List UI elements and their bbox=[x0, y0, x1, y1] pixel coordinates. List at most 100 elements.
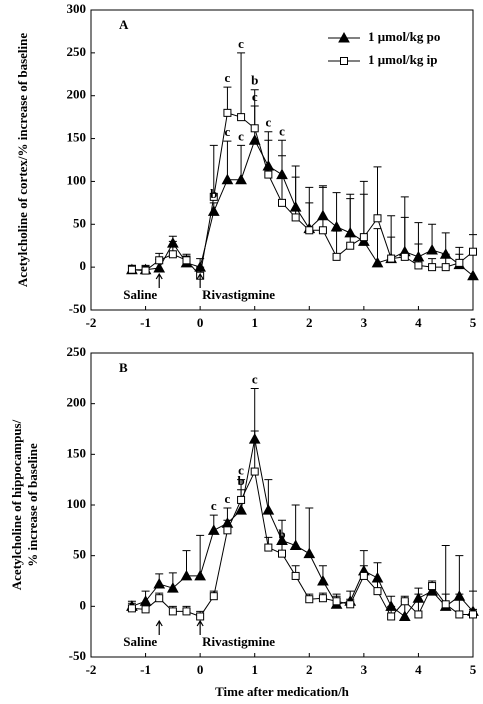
arrow bbox=[196, 619, 204, 635]
y-tick-label: 100 bbox=[67, 496, 87, 511]
x-tick-label: -2 bbox=[86, 315, 97, 330]
x-tick-label: -1 bbox=[140, 315, 151, 330]
data-point bbox=[441, 263, 450, 272]
data-point bbox=[387, 254, 396, 263]
data-point bbox=[414, 261, 423, 270]
data-point bbox=[262, 504, 275, 515]
x-tick-label: 4 bbox=[415, 662, 422, 677]
data-point bbox=[278, 549, 286, 558]
panel-label: B bbox=[119, 360, 128, 375]
data-point bbox=[182, 607, 191, 616]
data-point bbox=[455, 258, 464, 267]
data-point bbox=[400, 252, 409, 261]
legend-label: 1 μmol/kg ip bbox=[368, 52, 438, 67]
data-point bbox=[467, 269, 479, 281]
legend-marker bbox=[340, 57, 348, 65]
data-point bbox=[428, 582, 437, 591]
data-point bbox=[194, 261, 206, 272]
data-point bbox=[207, 524, 220, 535]
data-point bbox=[139, 595, 152, 606]
data-point bbox=[317, 209, 329, 221]
data-point bbox=[155, 256, 164, 265]
y-tick-label: 100 bbox=[67, 172, 87, 187]
x-tick-label: 2 bbox=[306, 662, 313, 677]
data-point bbox=[182, 256, 191, 265]
arrow bbox=[155, 272, 163, 288]
x-tick-label: 0 bbox=[197, 315, 204, 330]
error-bar bbox=[196, 534, 205, 576]
data-point bbox=[167, 237, 179, 248]
data-point bbox=[196, 612, 205, 621]
data-point bbox=[167, 582, 179, 593]
data-point bbox=[276, 168, 288, 180]
significance-label: c bbox=[279, 123, 285, 138]
data-point bbox=[248, 134, 261, 145]
y-tick-label: 200 bbox=[67, 395, 87, 410]
data-point bbox=[398, 610, 411, 621]
significance-label: b bbox=[237, 473, 244, 488]
data-point bbox=[235, 173, 247, 185]
legend-marker bbox=[338, 31, 350, 43]
data-point bbox=[439, 248, 452, 259]
series-line bbox=[131, 139, 474, 277]
error-bar bbox=[346, 198, 355, 246]
y-tick-label: 150 bbox=[67, 130, 87, 145]
arrow-label: Saline bbox=[123, 634, 157, 649]
data-point bbox=[359, 233, 368, 242]
y-tick-label: 0 bbox=[80, 597, 87, 612]
data-point bbox=[276, 534, 288, 545]
data-point bbox=[237, 495, 246, 504]
significance-label: c bbox=[225, 124, 231, 139]
data-point bbox=[209, 192, 218, 201]
data-point bbox=[373, 587, 382, 596]
x-tick-label: 0 bbox=[197, 662, 204, 677]
significance-label: c bbox=[211, 498, 217, 513]
data-point bbox=[194, 569, 206, 581]
data-point bbox=[168, 607, 177, 616]
data-point bbox=[426, 243, 438, 255]
x-tick-label: 1 bbox=[251, 315, 258, 330]
significance-label: c bbox=[238, 128, 244, 143]
arrow bbox=[196, 272, 204, 288]
data-point bbox=[332, 252, 341, 261]
significance-label: b bbox=[278, 526, 285, 541]
series-line bbox=[131, 439, 474, 618]
y-tick-label: 0 bbox=[80, 258, 87, 273]
x-tick-label: 1 bbox=[251, 662, 258, 677]
significance-label: c bbox=[265, 115, 271, 130]
data-point bbox=[221, 173, 234, 185]
significance-label: c bbox=[238, 36, 244, 51]
data-point bbox=[400, 597, 409, 606]
data-point bbox=[289, 201, 302, 212]
data-point bbox=[317, 574, 329, 586]
legend-label: 1 μmol/kg po bbox=[368, 29, 440, 44]
data-point bbox=[127, 604, 136, 613]
data-point bbox=[332, 597, 341, 606]
x-tick-label: 5 bbox=[470, 315, 477, 330]
y-tick-label: -50 bbox=[69, 648, 86, 663]
data-point bbox=[344, 226, 357, 238]
data-point bbox=[278, 198, 286, 207]
x-tick-label: -2 bbox=[86, 662, 97, 677]
y-axis-label: Acetylcholine of cortex/% increase of ba… bbox=[15, 33, 30, 288]
data-point bbox=[264, 170, 273, 179]
data-point bbox=[330, 220, 343, 232]
significance-label: b bbox=[210, 186, 217, 201]
data-point bbox=[371, 256, 384, 268]
x-tick-label: 2 bbox=[306, 315, 313, 330]
data-point bbox=[127, 265, 136, 274]
y-tick-label: 50 bbox=[73, 547, 86, 562]
x-tick-label: 3 bbox=[361, 315, 368, 330]
y-tick-label: 300 bbox=[67, 1, 87, 16]
arrow-label: Rivastigmine bbox=[202, 287, 275, 302]
data-point bbox=[318, 594, 327, 603]
data-point bbox=[414, 610, 423, 619]
data-point bbox=[428, 263, 437, 272]
arrow-label: Saline bbox=[123, 287, 157, 302]
data-point bbox=[291, 213, 300, 222]
data-point bbox=[371, 571, 384, 583]
data-point bbox=[305, 595, 314, 604]
data-point bbox=[412, 250, 425, 262]
error-bar bbox=[455, 555, 464, 597]
